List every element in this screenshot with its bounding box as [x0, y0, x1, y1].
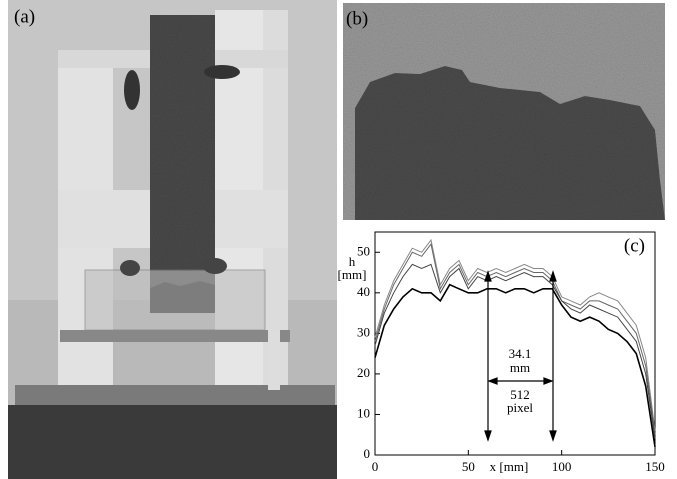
- chart-bg: [343, 226, 665, 479]
- y-tick-label: 50: [357, 243, 370, 258]
- annotation: 512: [510, 387, 530, 402]
- annotation: pixel: [507, 400, 533, 415]
- panel-label: (a): [14, 6, 35, 27]
- x-tick-label: 50: [462, 459, 475, 474]
- photo-a: [8, 0, 337, 479]
- data-line: [374, 238, 656, 431]
- y-axis-label: h: [349, 254, 356, 269]
- data-line: [374, 283, 656, 448]
- panel-label: (c): [624, 235, 645, 256]
- y-tick-label: 30: [357, 324, 370, 339]
- y-axis-label: [mm]: [338, 267, 367, 282]
- chart: 0 10 20 30 40 50 0 50 100 150 x [mm] h[mm] (c) 34.1mm…: [338, 231, 665, 474]
- y-tick-label: 40: [357, 284, 370, 299]
- annotation: 34.1: [509, 346, 532, 361]
- x-axis-label: x [mm]: [490, 459, 529, 474]
- y-tick-label: 10: [357, 405, 370, 420]
- x-tick-label: 0: [372, 459, 379, 474]
- data-line: [374, 243, 656, 435]
- data-line: [374, 263, 656, 439]
- plot-frame: [374, 231, 656, 456]
- x-tick-label: 100: [552, 459, 572, 474]
- photo-b: [343, 3, 665, 220]
- annotation-arrows: [484, 270, 557, 442]
- annotation: mm: [510, 360, 530, 375]
- panel-label: (b): [346, 8, 368, 29]
- x-tick-label: 150: [645, 459, 665, 474]
- y-tick-label: 20: [357, 365, 370, 380]
- y-tick-label: 0: [364, 446, 371, 461]
